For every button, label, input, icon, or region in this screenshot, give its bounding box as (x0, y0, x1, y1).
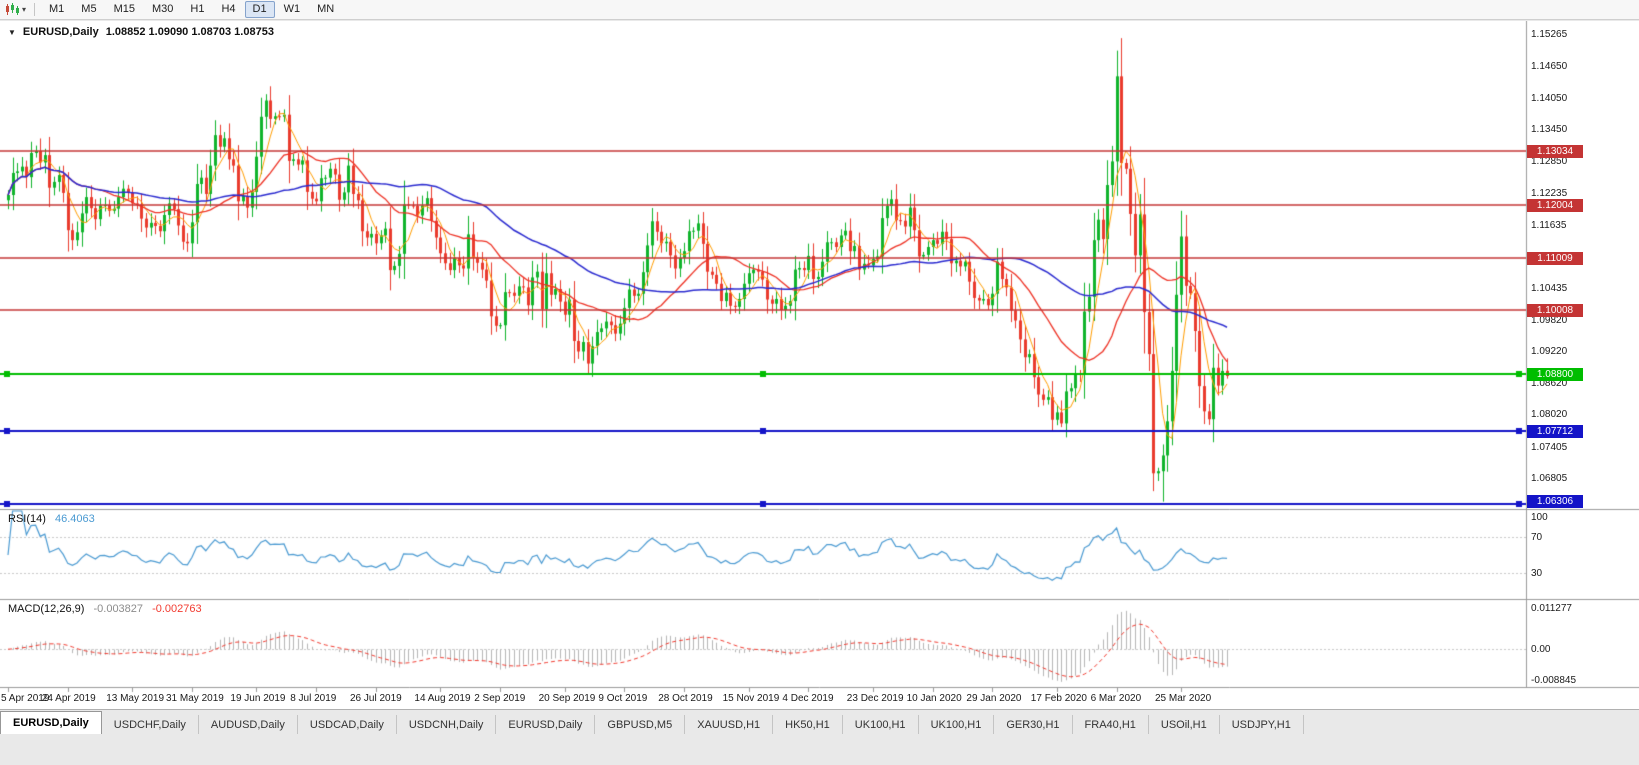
rsi-axis-tick-label: 30 (1531, 567, 1543, 579)
price-axis-tick-label: 1.08620 (1531, 377, 1568, 389)
date-axis-label: 19 Jun 2019 (230, 693, 286, 704)
price-axis-tick-label: 1.15265 (1531, 29, 1568, 41)
date-axis-label: 17 Feb 2020 (1030, 693, 1087, 704)
date-axis-label: 20 Sep 2019 (538, 693, 596, 704)
chart-tab-xauusd-h1[interactable]: XAUUSD,H1 (685, 715, 774, 735)
chart-tab-eurusd-daily[interactable]: EURUSD,Daily (0, 711, 102, 735)
date-axis-label: 25 Mar 2020 (1155, 693, 1212, 704)
price-chart-canvas[interactable] (0, 21, 1639, 709)
date-axis-label: 5 Apr 2019 (1, 693, 50, 704)
candlestick-chart-icon[interactable] (5, 3, 19, 16)
chart-tab-gbpusd-m5[interactable]: GBPUSD,M5 (595, 715, 686, 735)
macd-main-value: -0.003827 (93, 603, 144, 615)
macd-axis-tick-label: 0.00 (1531, 644, 1551, 656)
price-axis-tick-label: 1.14650 (1531, 61, 1568, 73)
chart-window: ▼ EURUSD,Daily 1.08852 1.09090 1.08703 1… (0, 21, 1639, 709)
macd-pane-title: MACD(12,26,9) -0.003827 -0.002763 (8, 603, 208, 615)
timeframe-button-m5[interactable]: M5 (81, 3, 97, 15)
price-axis-tick-label: 1.08020 (1531, 409, 1568, 421)
rsi-indicator-label: RSI(14) (8, 513, 46, 525)
price-level-badge[interactable]: 1.12004 (1527, 199, 1583, 213)
date-axis-label: 6 Mar 2020 (1090, 693, 1142, 704)
price-axis-tick-label: 1.09220 (1531, 346, 1568, 358)
ohlc-values: 1.08852 1.09090 1.08703 1.08753 (105, 26, 274, 38)
price-axis-tick-label: 1.09820 (1531, 314, 1568, 326)
date-axis-label: 4 Dec 2019 (782, 693, 834, 704)
price-level-badge[interactable]: 1.08800 (1527, 367, 1583, 381)
chart-tab-uk100-h1[interactable]: UK100,H1 (842, 715, 919, 735)
status-strip (0, 734, 1639, 765)
chart-tab-usdchf-daily[interactable]: USDCHF,Daily (101, 715, 199, 735)
date-axis-label: 15 Nov 2019 (722, 693, 780, 704)
date-axis-label: 24 Apr 2019 (41, 693, 96, 704)
price-axis-tick-label: 1.13450 (1531, 124, 1568, 136)
collapse-icon[interactable]: ▼ (8, 27, 16, 37)
chart-tab-usdjpy-h1[interactable]: USDJPY,H1 (1219, 715, 1304, 735)
chart-tab-audusd-daily[interactable]: AUDUSD,Daily (198, 715, 298, 735)
rsi-value: 46.4063 (54, 513, 95, 525)
timeframe-buttons-group: M1 M5 M15 M30 H1 H4 D1 W1 MN (41, 1, 342, 18)
price-level-badge[interactable]: 1.06306 (1527, 495, 1583, 508)
price-level-badge[interactable]: 1.11009 (1527, 251, 1583, 265)
timeframe-button-m1[interactable]: M1 (49, 3, 65, 15)
chart-tab-ger30-h1[interactable]: GER30,H1 (994, 715, 1073, 735)
rsi-axis-tick-label: 100 (1531, 512, 1548, 523)
rsi-axis-tick-label: 70 (1531, 532, 1543, 544)
chart-tab-usdcad-daily[interactable]: USDCAD,Daily (297, 715, 397, 735)
rsi-pane-title: RSI(14) 46.4063 (8, 513, 101, 525)
macd-axis-tick-label: 0.011277 (1531, 603, 1572, 614)
price-axis-tick-label: 1.06805 (1531, 473, 1568, 485)
timeframe-button-h1[interactable]: H1 (190, 3, 205, 15)
price-axis-tick-label: 1.10435 (1531, 282, 1568, 294)
price-axis-tick-label: 1.12235 (1531, 188, 1568, 200)
chart-type-dropdown-icon[interactable]: ▾ (22, 5, 27, 14)
date-axis-label: 14 Aug 2019 (414, 693, 471, 704)
price-axis-tick-label: 1.14050 (1531, 92, 1568, 104)
price-level-badge[interactable]: 1.13034 (1527, 145, 1583, 159)
price-axis-tick-label: 1.07405 (1531, 441, 1568, 453)
date-axis-label: 10 Jan 2020 (906, 693, 962, 704)
price-axis-tick-label: 1.11635 (1531, 219, 1567, 231)
date-axis-label: 26 Jul 2019 (350, 693, 402, 704)
date-axis-label: 28 Oct 2019 (658, 693, 713, 704)
macd-signal-value: -0.002763 (152, 603, 202, 615)
chart-tab-uk100-h1[interactable]: UK100,H1 (918, 715, 995, 735)
chart-tab-fra40-h1[interactable]: FRA40,H1 (1072, 715, 1149, 735)
date-axis-label: 29 Jan 2020 (966, 693, 1022, 704)
timeframe-button-m30[interactable]: M30 (151, 3, 174, 15)
top-toolbar: ▾ M1 M5 M15 M30 H1 H4 D1 W1 MN (0, 0, 1639, 20)
chart-tab-bar: EURUSD,Daily USDCHF,Daily AUDUSD,Daily USDC… (0, 709, 1639, 735)
toolbar-separator (34, 3, 36, 16)
price-level-badge[interactable]: 1.07712 (1527, 424, 1583, 438)
timeframe-button-w1[interactable]: W1 (283, 3, 301, 15)
date-axis-label: 13 May 2019 (106, 693, 165, 704)
timeframe-button-m15[interactable]: M15 (113, 3, 135, 15)
chart-tab-eurusd-daily[interactable]: EURUSD,Daily (496, 715, 596, 735)
macd-axis-tick-label: -0.008845 (1531, 675, 1577, 686)
chart-title: ▼ EURUSD,Daily 1.08852 1.09090 1.08703 1… (8, 26, 274, 38)
date-axis-label: 9 Oct 2019 (598, 693, 648, 704)
price-axis-tick-label: 1.12850 (1531, 155, 1568, 167)
macd-indicator-label: MACD(12,26,9) (8, 603, 85, 615)
timeframe-button-h4[interactable]: H4 (221, 3, 236, 15)
date-axis-label: 2 Sep 2019 (474, 693, 526, 704)
date-axis-label: 8 Jul 2019 (290, 693, 337, 704)
timeframe-button-d1[interactable]: D1 (244, 1, 275, 18)
chart-tab-hk50-h1[interactable]: HK50,H1 (773, 715, 843, 735)
date-axis-label: 31 May 2019 (166, 693, 224, 704)
price-level-badge[interactable]: 1.10008 (1527, 304, 1583, 318)
chart-tab-usoil-h1[interactable]: USOil,H1 (1148, 715, 1220, 735)
chart-tab-usdcnh-daily[interactable]: USDCNH,Daily (396, 715, 497, 735)
date-axis-label: 23 Dec 2019 (846, 693, 904, 704)
timeframe-button-mn[interactable]: MN (317, 3, 335, 15)
symbol-period-label: EURUSD,Daily (22, 26, 99, 38)
